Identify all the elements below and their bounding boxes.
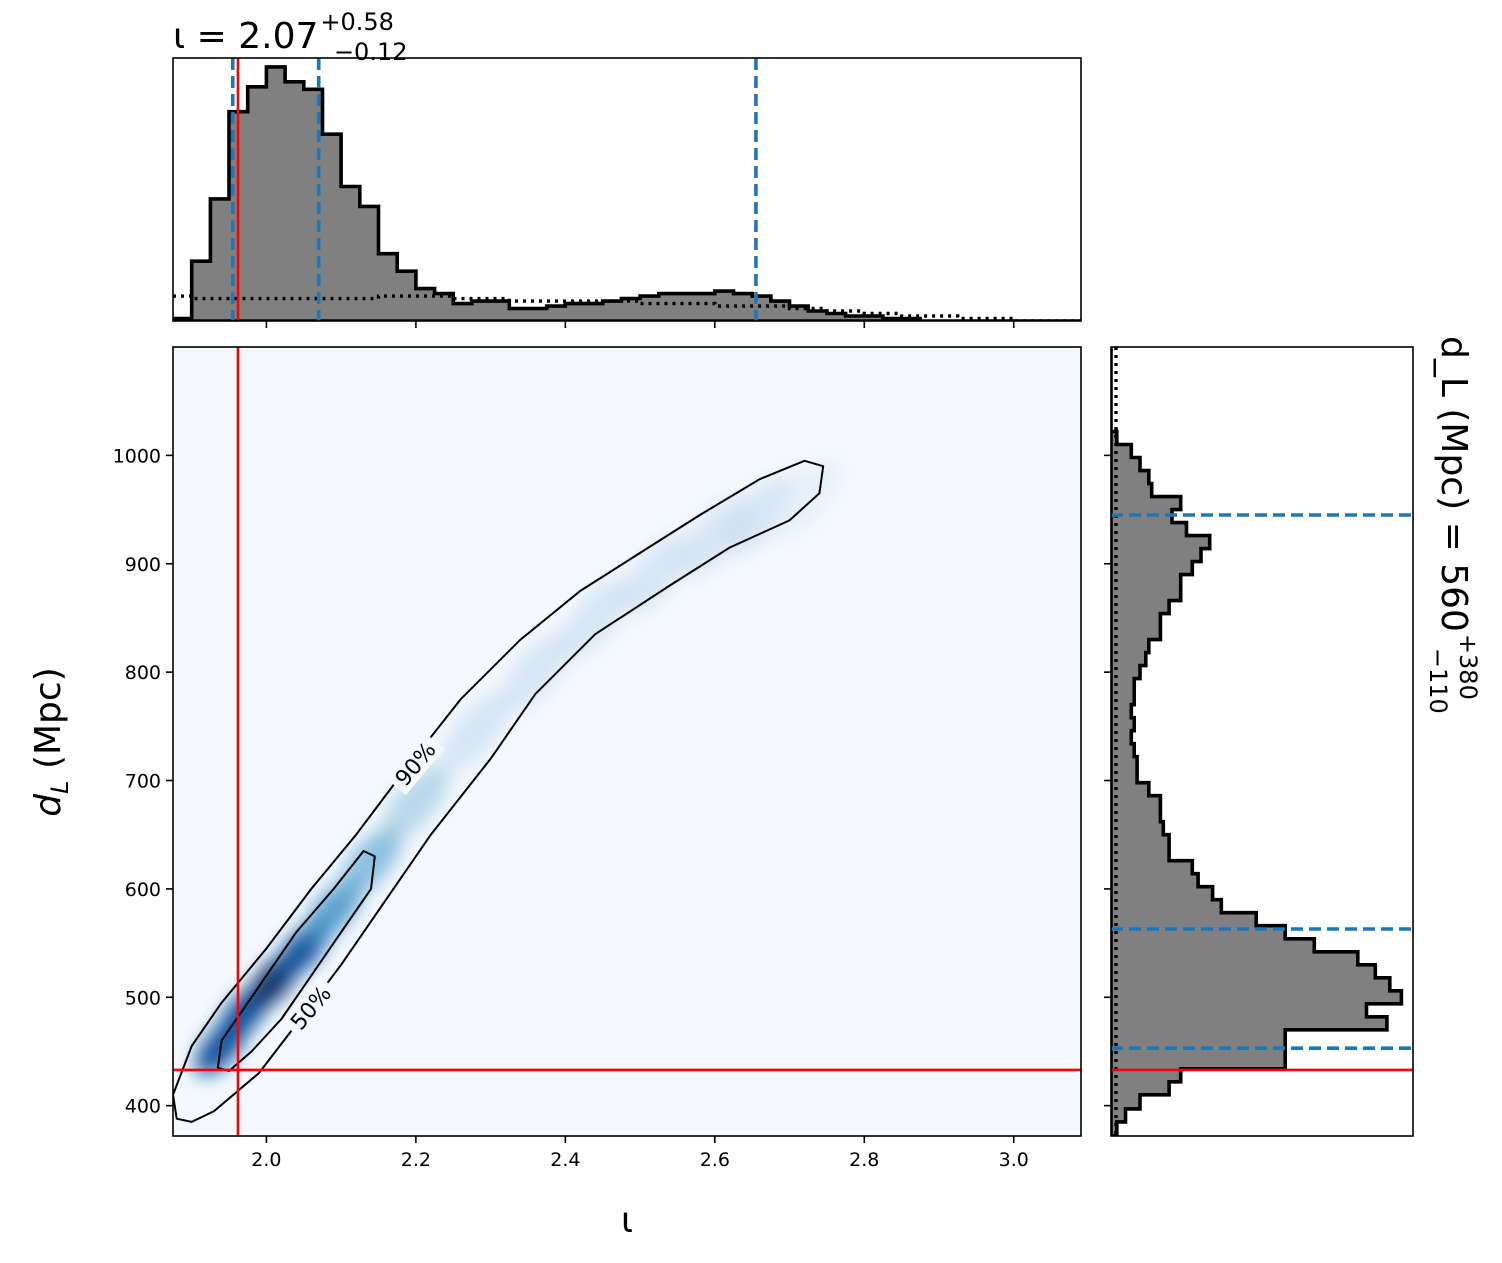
joint-yticks: 400 500 600 700 800 900 1000 [113,445,173,1118]
contour-label-bg-1 [281,976,340,1039]
top-posterior-histogram [173,65,1081,321]
y-tick-label-5: 900 [125,554,161,576]
x-tick-label-2: 2.4 [550,1149,580,1171]
density-blob-9 [559,578,631,658]
x-tick-label-5: 3.0 [999,1149,1029,1171]
density-blob-5 [339,826,403,897]
contour-label-bg-0 [385,732,445,795]
y-tick-label-4: 800 [125,662,161,684]
density-blob-8 [500,632,571,712]
right-quantile-lines [1111,513,1413,1051]
joint-panel-frame [172,346,1082,1137]
top-panel-frame [172,57,1082,322]
joint-xticks: 2.0 2.2 2.4 2.6 2.8 3.0 [251,1136,1029,1171]
top-title-subscript: −0.12 [334,38,408,66]
right-panel-yticks [1104,454,1111,1107]
top-quantile-lines [230,58,758,321]
x-tick-label-4: 2.8 [849,1149,879,1171]
density-blob-6 [382,764,450,840]
density-blob-7 [441,692,511,771]
right-posterior-histogram [1111,347,1404,1136]
right-marginal-panel: d_L (Mpc) = 560+380−110 [1104,336,1482,1137]
density-blob-11 [679,497,750,577]
x-tick-label-3: 2.6 [700,1149,730,1171]
joint-panel: 90%50% 2.0 2.2 2.4 2.6 2.8 3.0 40050060070080… [28,346,1082,1241]
y-tick-label-0: 400 [125,1096,161,1118]
top-prior-curve [173,294,1081,321]
x-tick-label-1: 2.2 [401,1149,431,1171]
right-title-superscript: +380 [1454,634,1482,700]
x-tick-label-0: 2.0 [251,1149,281,1171]
right-histogram [1111,347,1413,1136]
top-panel-title: ι = 2.07+0.58 −0.12 [173,8,407,66]
y-tick-label-2: 600 [125,879,161,901]
x-axis-label: ι [621,1200,633,1241]
top-marginal-panel: ι = 2.07+0.58 −0.12 [172,8,1082,328]
y-axis-label: dL (Mpc) [28,667,74,816]
right-panel-frame [1110,346,1414,1137]
density-blob-10 [619,534,691,615]
contour-50 [216,850,376,1072]
truth-lines [173,347,1081,1136]
y-tick-label-3: 700 [125,771,161,793]
right-panel-title: d_L (Mpc) = 560+380−110 [1424,336,1482,714]
density-blob-12 [724,475,795,555]
top-panel-xticks [265,321,1015,328]
right-title-subscript: −110 [1424,648,1452,714]
y-tick-label-1: 500 [125,987,161,1009]
y-tick-label-6: 1000 [113,445,161,467]
top-histogram [173,58,1081,321]
top-title-main: ι = 2.07 [173,16,318,57]
right-title-main: d_L (Mpc) = 560 [1433,336,1474,632]
top-title-superscript: +0.58 [320,8,394,36]
